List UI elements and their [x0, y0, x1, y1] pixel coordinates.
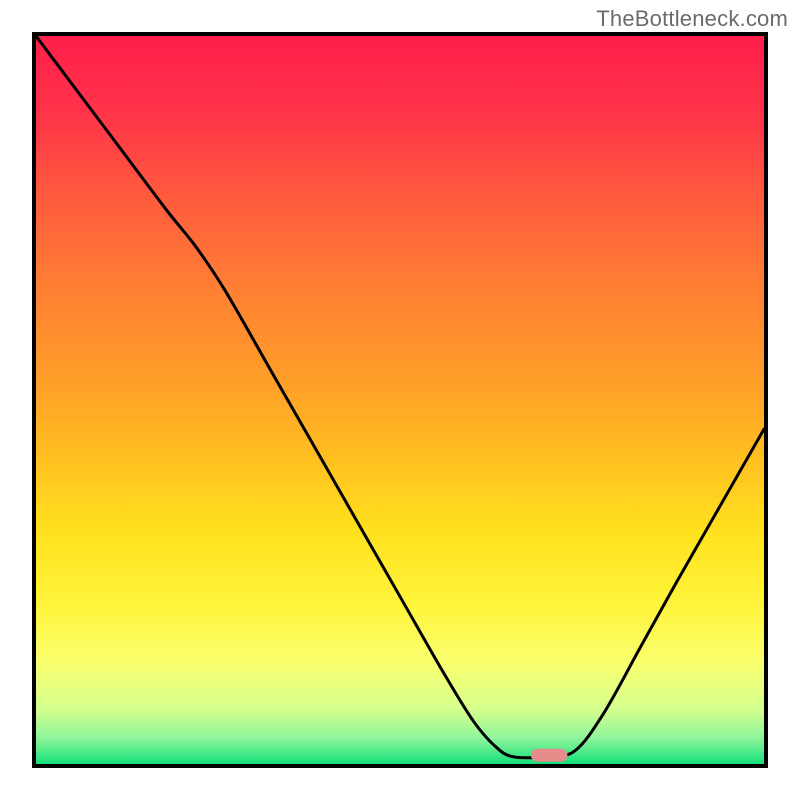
plot-area	[32, 32, 768, 768]
plot-svg	[32, 32, 768, 768]
chart-container: TheBottleneck.com	[0, 0, 800, 800]
gradient-background	[36, 36, 764, 764]
watermark-text: TheBottleneck.com	[596, 6, 788, 32]
optimal-marker	[531, 749, 567, 762]
